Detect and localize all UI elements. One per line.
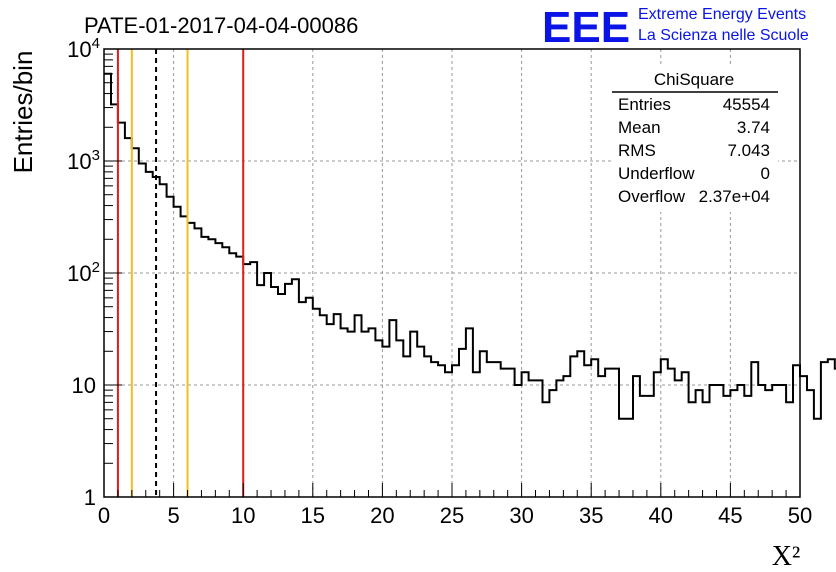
stats-label: Entries — [618, 95, 671, 114]
y-axis: 1 10 102 103 104 — [67, 35, 122, 510]
chart-title: PATE-01-2017-04-04-00086 — [84, 13, 358, 38]
stats-label: RMS — [618, 141, 656, 160]
x-axis: 0 5 10 15 20 25 30 35 40 45 50 — [98, 483, 812, 528]
stats-value: 3.74 — [737, 118, 770, 137]
x-tick-label: 50 — [788, 503, 812, 528]
y-tick-label: 1 — [84, 485, 96, 510]
y-tick-label: 10 — [72, 373, 96, 398]
x-tick-label: 15 — [301, 503, 325, 528]
x-tick-label: 0 — [98, 503, 110, 528]
y-tick-label: 104 — [67, 35, 100, 62]
stats-value: 2.37e+04 — [699, 187, 770, 206]
logo-line2: La Scienza nelle Scuole — [638, 27, 809, 44]
x-tick-label: 20 — [370, 503, 394, 528]
x-tick-label: 35 — [579, 503, 603, 528]
stats-box: ChiSquare Entries 45554 Mean 3.74 RMS 7.043 Un… — [612, 64, 778, 212]
stats-label: Overflow — [618, 187, 686, 206]
stats-value: 0 — [761, 164, 770, 183]
stats-value: 45554 — [723, 95, 770, 114]
stats-label: Underflow — [618, 164, 695, 183]
stats-title: ChiSquare — [654, 70, 734, 89]
x-axis-label: X² — [772, 541, 801, 572]
stats-value: 7.043 — [727, 141, 770, 160]
y-tick-label: 102 — [67, 259, 100, 286]
eee-logo: EEE Extreme Energy Events La Scienza nel… — [542, 3, 809, 52]
x-tick-label: 10 — [231, 503, 255, 528]
marker-lines — [116, 49, 245, 497]
x-tick-label: 40 — [649, 503, 673, 528]
x-tick-label: 5 — [167, 503, 179, 528]
logo-line1: Extreme Energy Events — [638, 6, 806, 23]
x-tick-label: 25 — [440, 503, 464, 528]
x-tick-label: 30 — [509, 503, 533, 528]
x-tick-label: 45 — [718, 503, 742, 528]
logo-mark: EEE — [542, 3, 630, 52]
stats-label: Mean — [618, 118, 661, 137]
y-axis-label: Entries/bin — [8, 51, 38, 174]
y-tick-label: 103 — [67, 147, 100, 174]
histogram-series — [104, 72, 836, 420]
